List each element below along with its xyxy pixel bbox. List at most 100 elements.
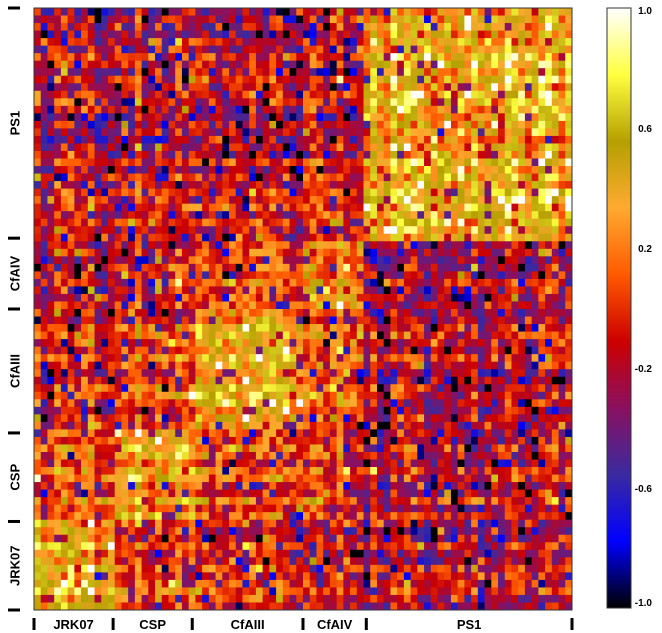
heatmap-cell xyxy=(255,30,264,39)
heatmap-cell xyxy=(161,60,169,69)
heatmap-cell xyxy=(296,324,304,332)
heatmap-cell xyxy=(518,68,526,77)
heatmap-cell xyxy=(255,376,264,385)
heatmap-cell xyxy=(128,301,136,310)
heatmap-cell xyxy=(249,60,257,69)
heatmap-cell xyxy=(161,203,169,212)
heatmap-cell xyxy=(376,120,385,129)
heatmap-cell xyxy=(222,15,230,24)
heatmap-cell xyxy=(262,421,270,430)
heatmap-cell xyxy=(235,98,243,107)
heatmap-cell xyxy=(363,467,371,475)
heatmap-cell xyxy=(195,60,203,69)
heatmap-cell xyxy=(323,444,331,453)
heatmap-cell xyxy=(383,120,391,129)
heatmap-cell xyxy=(336,436,344,445)
heatmap-cell xyxy=(303,30,311,39)
heatmap-cell xyxy=(289,369,297,378)
heatmap-cell xyxy=(74,309,82,317)
heatmap-cell xyxy=(531,120,539,129)
heatmap-cell xyxy=(101,278,109,287)
heatmap-cell xyxy=(94,128,102,137)
heatmap-cell xyxy=(370,173,378,182)
heatmap-cell xyxy=(54,158,62,167)
heatmap-cell xyxy=(363,128,371,137)
heatmap-cell xyxy=(551,421,559,430)
heatmap-cell xyxy=(289,188,297,197)
heatmap-cell xyxy=(215,30,223,39)
heatmap-cell xyxy=(309,286,317,295)
heatmap-cell xyxy=(410,421,418,430)
heatmap-cell xyxy=(114,354,122,363)
heatmap-cell xyxy=(303,421,311,430)
heatmap-cell xyxy=(47,421,55,430)
heatmap-cell xyxy=(202,150,210,159)
heatmap-cell xyxy=(511,226,519,235)
heatmap-cell xyxy=(222,421,230,430)
heatmap-cell xyxy=(114,38,122,47)
heatmap-cell xyxy=(397,188,405,197)
heatmap-cell xyxy=(289,38,297,47)
heatmap-cell xyxy=(430,166,438,174)
heatmap-cell xyxy=(148,354,156,363)
heatmap-cell xyxy=(296,150,304,159)
heatmap-cell xyxy=(343,406,351,415)
heatmap-cell xyxy=(47,451,55,460)
heatmap-cell xyxy=(148,30,156,39)
heatmap-cell xyxy=(424,278,432,287)
heatmap-cell xyxy=(276,331,284,340)
heatmap-cell xyxy=(531,406,539,415)
heatmap-cell xyxy=(390,354,398,363)
heatmap-cell xyxy=(289,278,297,287)
heatmap-cell xyxy=(464,369,472,378)
heatmap-cell xyxy=(350,75,358,84)
heatmap-cell xyxy=(336,75,344,84)
heatmap-cell xyxy=(181,98,190,107)
heatmap-cell xyxy=(457,173,465,182)
heatmap-cell xyxy=(424,406,432,415)
heatmap-cell xyxy=(282,143,290,152)
heatmap-cell xyxy=(309,60,317,69)
heatmap-cell xyxy=(323,105,331,114)
heatmap-cell xyxy=(134,248,143,257)
heatmap-cell xyxy=(67,30,75,39)
heatmap-cell xyxy=(148,293,156,302)
heatmap-cell xyxy=(309,339,317,348)
heatmap-cell xyxy=(531,316,539,325)
heatmap-cell xyxy=(551,286,559,295)
heatmap-cell xyxy=(114,75,122,84)
heatmap-cell xyxy=(464,83,472,92)
heatmap-cell xyxy=(350,436,358,445)
heatmap-cell xyxy=(235,384,243,393)
heatmap-cell xyxy=(356,173,364,182)
heatmap-cell xyxy=(34,278,42,287)
heatmap-cell xyxy=(511,406,519,415)
heatmap-cell xyxy=(54,271,62,280)
heatmap-cell xyxy=(477,75,485,84)
heatmap-cell xyxy=(262,309,270,317)
heatmap-cell xyxy=(545,105,553,114)
heatmap-cell xyxy=(329,248,338,257)
heatmap-cell xyxy=(565,324,573,332)
heatmap-cell xyxy=(329,38,338,47)
heatmap-cell xyxy=(356,444,364,453)
heatmap-cell xyxy=(181,166,190,174)
heatmap-cell xyxy=(181,226,190,235)
heatmap-cell xyxy=(437,150,445,159)
heatmap-cell xyxy=(491,135,499,144)
heatmap-cell xyxy=(551,309,559,317)
heatmap-cell xyxy=(471,278,479,287)
heatmap-cell xyxy=(504,75,512,84)
heatmap-cell xyxy=(444,436,452,445)
heatmap-cell xyxy=(329,354,338,363)
heatmap-cell xyxy=(336,384,344,393)
heatmap-cell xyxy=(121,324,129,332)
heatmap-cell xyxy=(558,135,566,144)
heatmap-cell xyxy=(188,218,196,227)
heatmap-cell xyxy=(363,444,371,453)
heatmap-cell xyxy=(538,83,546,92)
heatmap-cell xyxy=(551,346,559,355)
heatmap-cell xyxy=(262,113,270,122)
heatmap-cell xyxy=(208,384,216,393)
heatmap-cell xyxy=(134,98,143,107)
